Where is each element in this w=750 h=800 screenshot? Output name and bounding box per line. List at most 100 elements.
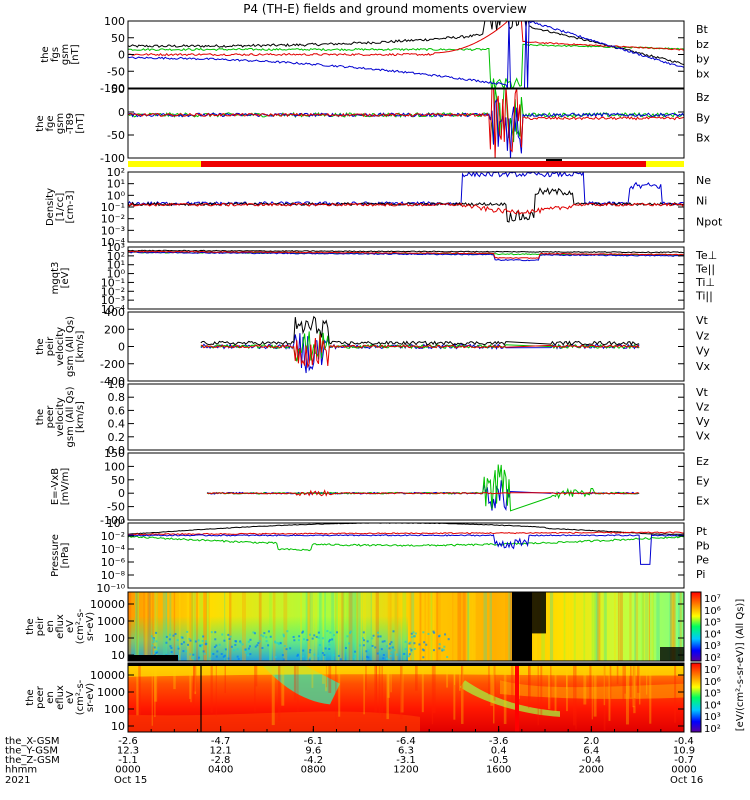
heatmap-pixel (170, 651, 173, 654)
heatmap-pixel (297, 639, 300, 642)
heatmap-streak (335, 592, 339, 661)
heatmap-pixel (296, 653, 299, 656)
heatmap-pixel (344, 647, 347, 650)
heatmap-pixel (239, 640, 242, 643)
heatmap-pixel (315, 635, 318, 638)
series-Vx (200, 333, 640, 374)
heatmap-pixel (209, 657, 212, 660)
heatmap-streak (338, 592, 342, 661)
heatmap-pixel (246, 649, 249, 652)
heatmap-streak (635, 592, 639, 661)
panel-frame (127, 452, 685, 521)
y-axis-label: the peir velocity gsm (All Qs) [km/s] (35, 316, 86, 377)
heatmap-streak (203, 592, 207, 661)
heatmap-pixel (389, 643, 392, 646)
y-tick-label: 0.2 (108, 431, 126, 444)
y-axis-label-line: peir (45, 336, 56, 356)
heatmap-streak (648, 592, 650, 661)
series-bz (128, 21, 684, 57)
y-tick-label: 10⁻⁶ (101, 556, 126, 569)
heatmap-pixel (390, 641, 393, 644)
heatmap-pixel (349, 631, 352, 634)
heatmap-streak (594, 592, 598, 661)
y-tick-label: 10⁻³ (101, 224, 125, 237)
heatmap-pixel (192, 653, 195, 656)
y-axis-label-line: [1/cc] (55, 193, 66, 222)
heatmap-streak (672, 592, 676, 661)
heatmap-streak (669, 592, 673, 661)
x-row-value: 1600 (486, 765, 511, 776)
x-row-label: the_Z-GSM (5, 755, 60, 766)
heatmap-streak (154, 592, 157, 661)
y-tick-label: 0.4 (108, 418, 126, 431)
heatmap-streak (322, 663, 325, 684)
heatmap-pixel (427, 632, 430, 635)
heatmap-streak (153, 592, 155, 661)
heatmap-streak (634, 592, 637, 661)
heatmap-pixel (324, 647, 327, 650)
heatmap-streak (226, 592, 229, 661)
heatmap-streak (437, 592, 441, 661)
heatmap-streak (452, 592, 454, 661)
heatmap-streak (540, 663, 543, 716)
heatmap-streak (453, 663, 456, 685)
heatmap-pixel (328, 640, 331, 643)
heatmap-streak (645, 592, 650, 661)
heatmap-streak (419, 592, 422, 661)
x-row-value: -2.8 (211, 755, 231, 766)
heatmap-streak (337, 592, 339, 661)
heatmap-pixel (377, 635, 380, 638)
heatmap-pixel (235, 640, 238, 643)
heatmap-streak (459, 663, 461, 691)
heatmap-streak (189, 663, 191, 699)
y-tick-label: 10⁻² (101, 530, 125, 543)
heatmap-streak (215, 663, 217, 717)
y-axis-label-line: gsm (55, 113, 66, 134)
mode-bar (128, 159, 684, 167)
legend-Ex: Ex (696, 494, 710, 507)
heatmap-pixel (283, 645, 286, 648)
heatmap-pixel (422, 631, 425, 634)
heatmap-streak (652, 592, 655, 661)
heatmap-pixel (244, 651, 247, 654)
y-tick-label: 150 (104, 447, 125, 460)
heatmap-pixel (444, 633, 447, 636)
y-axis-label: the peir en eflux eV (cm²-s-sr-eV) (25, 608, 96, 644)
heatmap-pixel (194, 640, 197, 643)
mode-segment-burst (546, 159, 562, 161)
heatmap-streak (271, 663, 275, 726)
heatmap-pixel (215, 644, 218, 647)
heatmap-streak (424, 592, 426, 661)
heatmap-streak (490, 663, 494, 706)
heatmap-streak (387, 592, 392, 661)
legend-Bx: Bx (696, 132, 711, 145)
x-row-value: -3.6 (489, 736, 509, 747)
heatmap-streak (591, 663, 593, 720)
y-axis-label-line: velocity (55, 397, 66, 436)
heatmap-pixel (254, 645, 257, 648)
y-axis-label-line: Pressure (50, 534, 61, 577)
heatmap-pixel (257, 642, 260, 645)
y-axis-label-line: peer (45, 405, 56, 429)
x-row-value: 0400 (208, 765, 233, 776)
heatmap-pixel (221, 633, 224, 636)
heatmap-pixel (267, 644, 270, 647)
heatmap-streak (258, 592, 262, 661)
heatmap-pixel (223, 654, 226, 657)
heatmap-pixel (313, 634, 316, 637)
heatmap-pixel (244, 648, 247, 651)
heatmap-streak (229, 592, 232, 661)
heatmap-pixel (371, 644, 374, 647)
heatmap-pixel (443, 645, 446, 648)
heatmap-streak (394, 592, 397, 661)
heatmap-streak (293, 663, 297, 701)
x-row-label: the_Y-GSM (5, 746, 58, 757)
heatmap-streak (154, 592, 156, 661)
heatmap-streak (508, 592, 512, 661)
heatmap-pixel (349, 630, 352, 633)
heatmap-pixel (262, 635, 265, 638)
series-Npot (128, 172, 684, 207)
colorbar-electron-label: 10² (704, 724, 721, 735)
